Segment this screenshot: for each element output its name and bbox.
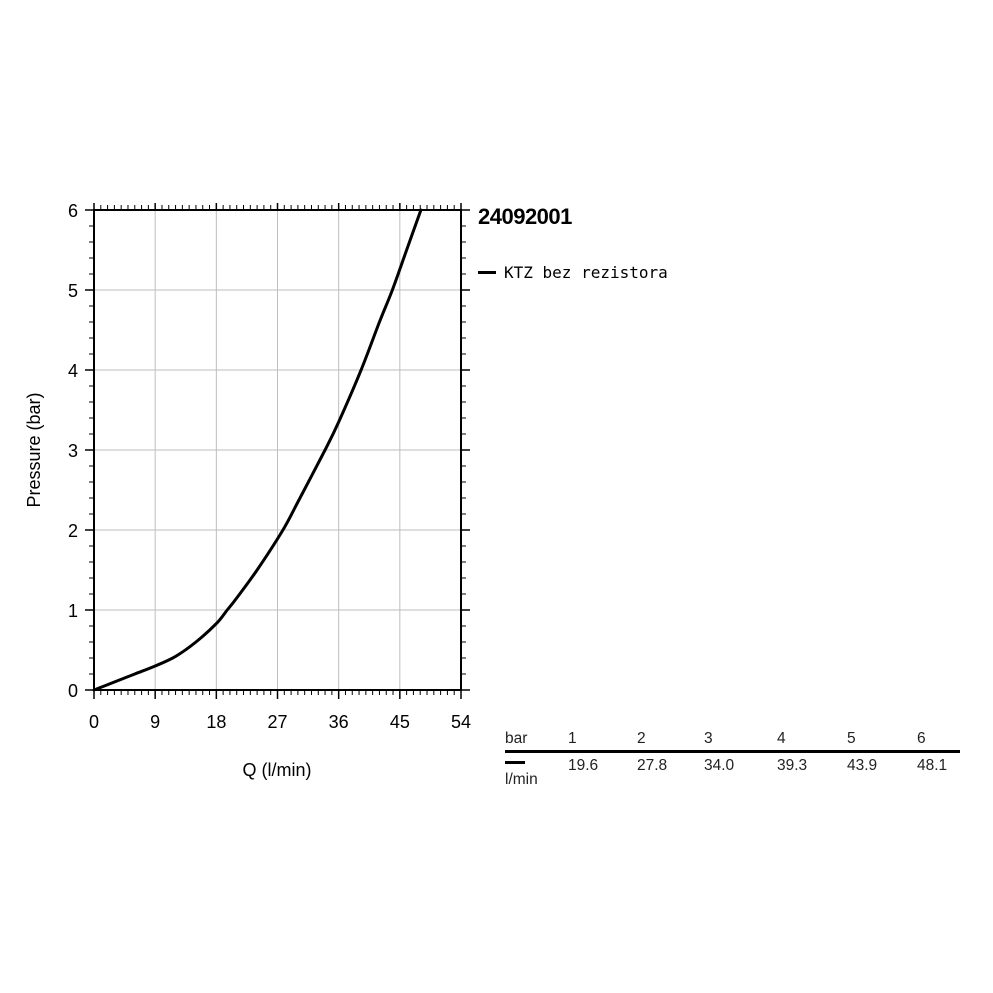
pressure-cell: 2 <box>637 730 646 747</box>
y-tick-label: 0 <box>68 681 78 701</box>
flow-table: bar 1 2 3 4 5 6 l/min 19.6 27.8 34.0 39.… <box>505 728 960 793</box>
y-tick-label: 5 <box>68 281 78 301</box>
x-tick-label: 0 <box>89 712 99 732</box>
flow-unit-label: l/min <box>505 771 538 788</box>
x-tick-label: 9 <box>150 712 160 732</box>
flow-cell: 43.9 <box>847 757 878 774</box>
legend-line-swatch <box>478 271 496 274</box>
y-tick-label: 3 <box>68 441 78 461</box>
flow-cell: 39.3 <box>777 757 808 774</box>
flow-table-flow-row: l/min 19.6 27.8 34.0 39.3 43.9 48.1 <box>505 753 960 793</box>
flow-cell: 48.1 <box>917 757 948 774</box>
legend-label: KTZ bez rezistora <box>504 263 668 282</box>
pressure-cell: 6 <box>917 730 926 747</box>
flow-table-rule <box>505 750 960 753</box>
y-tick-label: 4 <box>68 361 78 381</box>
flow-cell: 34.0 <box>704 757 735 774</box>
y-tick-label: 1 <box>68 601 78 621</box>
grid-layer <box>94 210 461 690</box>
series-line-swatch <box>505 761 525 764</box>
x-tick-label: 54 <box>451 712 471 732</box>
series-line-ktz-bez-rezistora <box>92 208 423 692</box>
pressure-cell: 3 <box>704 730 713 747</box>
y-tick-label: 2 <box>68 521 78 541</box>
flow-table-header-row: bar 1 2 3 4 5 6 <box>505 728 960 750</box>
pressure-cell: 4 <box>777 730 786 747</box>
x-tick-label: 18 <box>206 712 226 732</box>
pressure-unit-label: bar <box>505 730 528 747</box>
pressure-cell: 5 <box>847 730 856 747</box>
x-tick-label: 36 <box>329 712 349 732</box>
flow-cell: 27.8 <box>637 757 668 774</box>
pressure-cell: 1 <box>568 730 577 747</box>
product-id-title: 24092001 <box>478 204 572 229</box>
x-tick-label: 45 <box>390 712 410 732</box>
y-tick-label: 6 <box>68 201 78 221</box>
plot-frame <box>93 209 462 691</box>
x-tick-label: 27 <box>267 712 287 732</box>
legend: KTZ bez rezistora <box>478 263 668 282</box>
y-axis-label: Pressure (bar) <box>24 392 44 507</box>
flow-cell: 19.6 <box>568 757 599 774</box>
x-axis-label: Q (l/min) <box>243 760 312 780</box>
